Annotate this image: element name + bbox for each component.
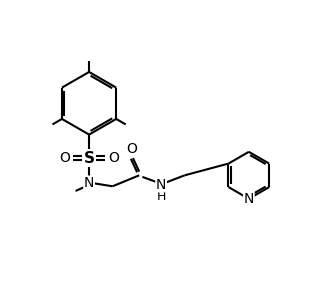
Text: O: O [59,151,70,165]
Text: N: N [84,176,94,190]
Text: O: O [108,151,119,165]
Text: N: N [156,178,166,192]
Text: N: N [244,192,254,206]
Text: H: H [156,190,166,203]
Text: O: O [126,142,137,156]
Text: S: S [84,151,94,166]
